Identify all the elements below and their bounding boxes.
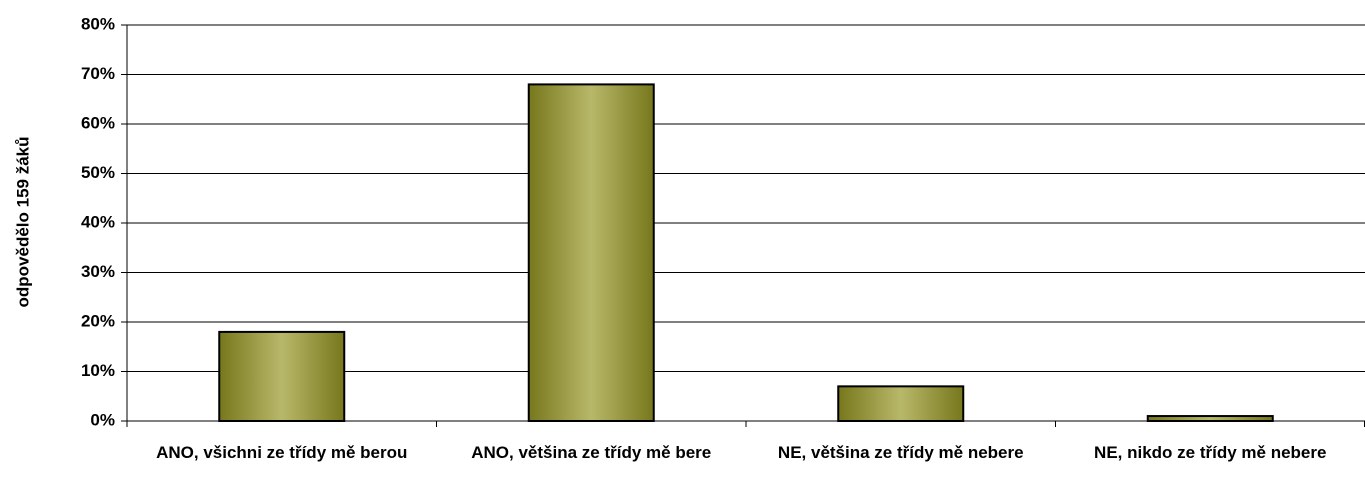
y-tick-label: 70% bbox=[81, 64, 115, 83]
y-tick-label: 10% bbox=[81, 361, 115, 380]
bar bbox=[1146, 415, 1274, 422]
bar bbox=[218, 330, 346, 422]
y-tick-label: 50% bbox=[81, 163, 115, 182]
y-tick-label: 0% bbox=[90, 410, 115, 429]
y-tick-label: 40% bbox=[81, 212, 115, 231]
x-tick-label: NE, nikdo ze třídy mě nebere bbox=[1094, 443, 1327, 462]
x-tick-label: NE, většina ze třídy mě nebere bbox=[777, 443, 1024, 462]
y-tick-label: 80% bbox=[81, 14, 115, 33]
y-axis-label: odpovědělo 159 žáků bbox=[13, 137, 32, 308]
y-tick-label: 60% bbox=[81, 113, 115, 132]
bar bbox=[527, 83, 655, 423]
bar bbox=[837, 385, 965, 423]
y-tick-label: 20% bbox=[81, 311, 115, 330]
x-tick-label: ANO, všichni ze třídy mě berou bbox=[156, 443, 408, 462]
x-tick-label: ANO, většina ze třídy mě bere bbox=[471, 443, 712, 462]
y-tick-label: 30% bbox=[81, 262, 115, 281]
